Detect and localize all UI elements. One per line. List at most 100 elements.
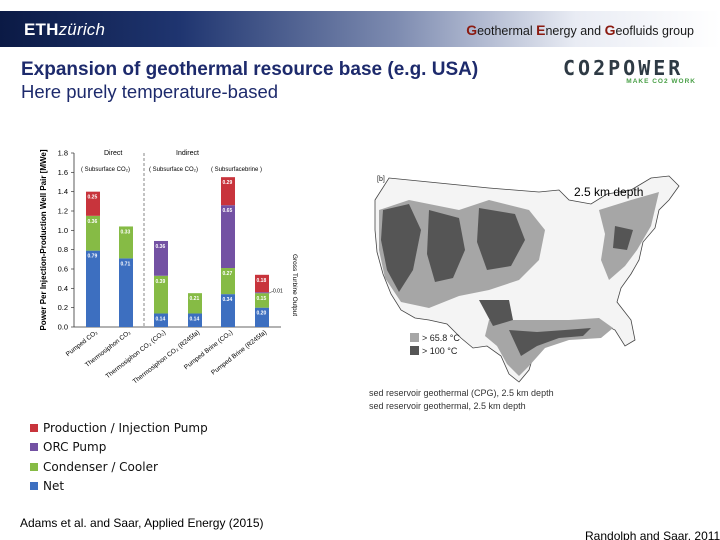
map-legend-swatch xyxy=(410,333,419,342)
section-label-indirect: Indirect xyxy=(176,150,199,157)
right-axis-label: Gross Turbine Output xyxy=(291,254,298,316)
hot-region-basin xyxy=(427,210,465,282)
bar-data-label: 0.33 xyxy=(121,229,131,235)
legend-item: Production / Injection Pump xyxy=(30,418,208,438)
map-legend-label: > 65.8 °C xyxy=(422,332,460,343)
bar-segment xyxy=(188,313,202,327)
bar-data-label: 0.36 xyxy=(156,244,166,250)
bar-data-label: 0.27 xyxy=(223,271,233,277)
bar-segment xyxy=(154,313,168,327)
chart-legend: Production / Injection Pump ORC Pump Conde… xyxy=(30,418,208,496)
group-name: Geothermal Energy and Geofluids group xyxy=(466,22,694,38)
y-tick-label: 1.0 xyxy=(58,226,68,235)
bar-data-label: 0.01 xyxy=(273,289,283,295)
hot-region-gulf xyxy=(509,328,591,356)
x-tick-label: Pumped CO₂ xyxy=(65,329,100,358)
bar-segment xyxy=(255,293,269,308)
slide-subtitle: Here purely temperature-based xyxy=(21,81,279,102)
map-caption: sed reservoir geothermal (CPG), 2.5 km d… xyxy=(369,387,554,413)
y-tick-label: 1.2 xyxy=(58,207,68,216)
y-tick-label: 1.6 xyxy=(58,168,68,177)
usa-geothermal-map: [b] xyxy=(374,175,680,383)
bar-data-label: 0.18 xyxy=(257,278,267,284)
map-panel-label: [b] xyxy=(377,176,385,183)
bar-data-label: 0.65 xyxy=(223,208,233,214)
y-tick-label: 0.2 xyxy=(58,303,68,312)
bar-data-label: 0.34 xyxy=(223,297,233,303)
bar-data-label: 0.20 xyxy=(257,311,267,317)
callout-line xyxy=(268,290,274,294)
y-axis-label: Power Per Injection-Production Well Pair… xyxy=(39,149,48,330)
bar-segment xyxy=(86,215,100,251)
map-legend-swatch xyxy=(410,346,419,355)
stacked-bar-chart: 0.0 0.2 0.4 0.6 0.8 1.0 1.2 1.4 1.6 1.8 Power Per … xyxy=(39,149,298,386)
bar-segment xyxy=(188,293,202,314)
map-legend-label: > 100 °C xyxy=(422,345,458,356)
legend-item: Condenser / Cooler xyxy=(30,457,208,477)
bar-data-label: 0.25 xyxy=(88,195,98,201)
eth-logo: ETHzürich xyxy=(24,20,106,39)
bar-data-label: 0.14 xyxy=(190,316,200,322)
bar-segment xyxy=(221,294,235,327)
hot-region-east xyxy=(613,226,633,250)
logo-tagline: MAKE CO2 WORK xyxy=(626,78,696,85)
bar-segment xyxy=(255,307,269,327)
legend-label: ORC Pump xyxy=(43,440,107,455)
x-tick-label: Pumped Brine (R245fa) xyxy=(210,329,268,377)
bar-data-label: 0.39 xyxy=(156,279,166,285)
bar-segment xyxy=(86,250,100,327)
legend-label: Net xyxy=(43,479,65,494)
section-sub-indirect-brine: ( Subsurfacebrine ) xyxy=(211,167,262,173)
reference-right: Randolph and Saar, 2011 xyxy=(585,529,720,540)
bar-segment xyxy=(255,274,269,293)
bar-data-label: 0.29 xyxy=(223,180,233,186)
section-label-direct: Direct xyxy=(104,150,122,157)
logo-main-text: CO2POWER xyxy=(563,56,684,80)
y-tick-label: 0.0 xyxy=(58,323,68,332)
y-tick-label: 1.8 xyxy=(58,149,68,158)
bar-segment xyxy=(221,177,235,206)
bar-segment xyxy=(221,268,235,295)
bar-segment xyxy=(154,275,168,314)
bar-data-label: 0.14 xyxy=(156,316,166,322)
map-legend: > 65.8 °C > 100 °C xyxy=(410,331,460,357)
map-legend-item: > 100 °C xyxy=(410,344,460,357)
legend-item: Net xyxy=(30,477,208,497)
y-tick-label: 0.6 xyxy=(58,265,68,274)
map-legend-item: > 65.8 °C xyxy=(410,331,460,344)
y-tick-label: 0.4 xyxy=(58,284,68,293)
hot-region-rockies xyxy=(477,208,525,270)
legend-swatch xyxy=(30,482,38,491)
bar-segment xyxy=(119,226,133,259)
bar-segment xyxy=(221,205,235,269)
section-sub-indirect-co2: ( Subsurface CO₂) xyxy=(149,167,198,173)
bar-data-label: 0.79 xyxy=(88,254,98,260)
legend-swatch xyxy=(30,462,38,471)
section-sub-direct: ( Subsurface CO₂) xyxy=(81,167,130,173)
legend-label: Production / Injection Pump xyxy=(43,420,208,435)
header-bar xyxy=(0,11,720,47)
bar-data-label: 0.36 xyxy=(88,219,98,225)
reference-left: Adams et al. and Saar, Applied Energy (2… xyxy=(20,516,264,530)
x-tick-label: Thermosiphon CO₂ (CO₂) xyxy=(105,329,168,380)
bar-data-label: 0.21 xyxy=(190,296,200,302)
legend-swatch xyxy=(30,423,38,432)
y-tick-label: 1.4 xyxy=(58,187,68,196)
bar-data-label: 0.71 xyxy=(121,261,131,267)
y-tick-label: 0.8 xyxy=(58,245,68,254)
bar-segment xyxy=(154,240,168,276)
legend-item: ORC Pump xyxy=(30,438,208,458)
hot-region-west xyxy=(381,204,421,292)
bar-data-label: 0.15 xyxy=(257,296,267,302)
legend-label: Condenser / Cooler xyxy=(43,459,158,474)
hot-region-texas xyxy=(479,300,513,326)
bar-segment xyxy=(119,258,133,327)
co2power-logo: CO2POWER MAKE CO2 WORK xyxy=(563,56,698,86)
bar-segment xyxy=(86,191,100,216)
depth-label: 2.5 km depth xyxy=(574,185,644,199)
bar-segment xyxy=(255,292,269,294)
x-tick-label: Thermosiphon CO₂ (R245fa) xyxy=(132,329,202,385)
warm-region-gulf xyxy=(485,318,613,376)
slide-title: Expansion of geothermal resource base (e… xyxy=(21,59,479,80)
legend-swatch xyxy=(30,443,38,452)
